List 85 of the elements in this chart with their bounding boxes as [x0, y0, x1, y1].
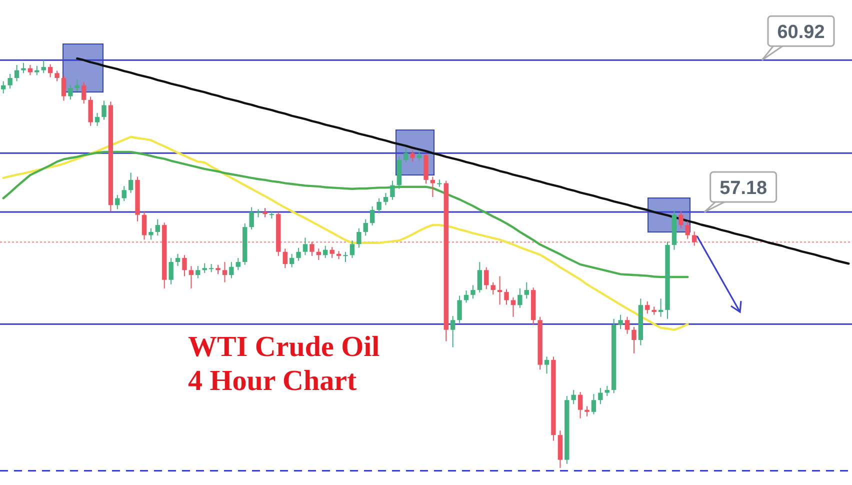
- candlestick: [310, 241, 314, 256]
- candlestick: [618, 314, 623, 330]
- candlestick: [68, 84, 73, 100]
- candlestick: [155, 218, 160, 236]
- candlestick: [410, 150, 415, 162]
- candlestick: [457, 295, 462, 324]
- candlestick: [678, 210, 684, 229]
- candlestick: [102, 100, 106, 120]
- candlestick: [450, 316, 456, 348]
- candlestick: [256, 208, 261, 218]
- candlestick: [296, 247, 301, 262]
- ref-line-label: 57.18: [720, 178, 768, 200]
- candlestick: [370, 206, 375, 226]
- candlestick: [269, 210, 274, 220]
- candlestick: [524, 282, 529, 300]
- candlestick: [236, 257, 241, 271]
- candlestick: [518, 288, 522, 308]
- candlestick: [41, 60, 46, 74]
- candlestick: [196, 266, 200, 279]
- candlestick: [21, 62, 26, 74]
- candlestick: [658, 298, 664, 318]
- candlestick: [94, 112, 100, 126]
- candlestick: [376, 198, 382, 214]
- candlestick: [128, 172, 134, 194]
- candlestick: [645, 300, 650, 314]
- candlestick: [685, 220, 690, 240]
- candlestick: [584, 406, 590, 417]
- text: WTI Crude Oil: [188, 331, 380, 363]
- candlestick: [48, 64, 53, 78]
- ref-line-label: 60.92: [777, 22, 825, 44]
- candlestick: [54, 70, 60, 82]
- candlestick: [504, 288, 509, 306]
- candlestick: [188, 266, 194, 289]
- candlestick: [464, 290, 469, 304]
- candlestick: [598, 387, 603, 405]
- candlestick: [510, 296, 516, 318]
- candlestick: [88, 96, 93, 126]
- candlestick: [632, 326, 636, 354]
- candlestick: [175, 253, 180, 267]
- candlestick: [591, 394, 596, 415]
- candlestick: [1, 80, 6, 94]
- candlestick: [82, 82, 86, 104]
- candlestick: [343, 251, 348, 262]
- candlestick: [390, 180, 395, 200]
- candlestick: [437, 179, 442, 188]
- candlestick: [490, 282, 496, 295]
- candlestick: [216, 264, 220, 275]
- candlestick: [28, 64, 33, 76]
- candlestick: [383, 192, 388, 206]
- candlestick: [356, 228, 362, 248]
- candlestick: [262, 207, 268, 218]
- candlestick: [202, 262, 207, 274]
- candlestick: [323, 245, 328, 258]
- candlestick: [624, 316, 630, 334]
- candlestick: [182, 254, 187, 277]
- candlestick: [249, 206, 254, 230]
- candlestick: [289, 253, 294, 268]
- candlestick: [222, 261, 228, 283]
- candlestick: [282, 248, 288, 269]
- candlestick: [115, 194, 120, 210]
- candlestick: [363, 218, 368, 236]
- text: 4 Hour Chart: [188, 365, 357, 397]
- candlestick: [168, 257, 174, 285]
- candlestick: [578, 391, 583, 419]
- candlestick: [142, 210, 147, 240]
- candlestick: [148, 228, 154, 240]
- candlestick: [544, 356, 550, 374]
- candlestick: [330, 246, 334, 258]
- candlestick: [692, 231, 697, 246]
- candlestick: [571, 389, 576, 405]
- candlestick: [350, 240, 355, 258]
- candlestick: [484, 266, 489, 290]
- candlestick: [229, 261, 234, 279]
- candlestick: [61, 74, 66, 102]
- candlestick: [497, 276, 502, 306]
- candlestick: [34, 65, 40, 76]
- candlestick: [404, 148, 408, 163]
- candlestick: [302, 237, 308, 256]
- candlestick: [604, 385, 610, 397]
- candlestick: [8, 73, 12, 90]
- candlestick: [477, 261, 482, 293]
- candlestick: [470, 284, 476, 300]
- candlestick: [14, 64, 20, 82]
- candlestick: [416, 150, 422, 161]
- candlestick: [122, 186, 126, 202]
